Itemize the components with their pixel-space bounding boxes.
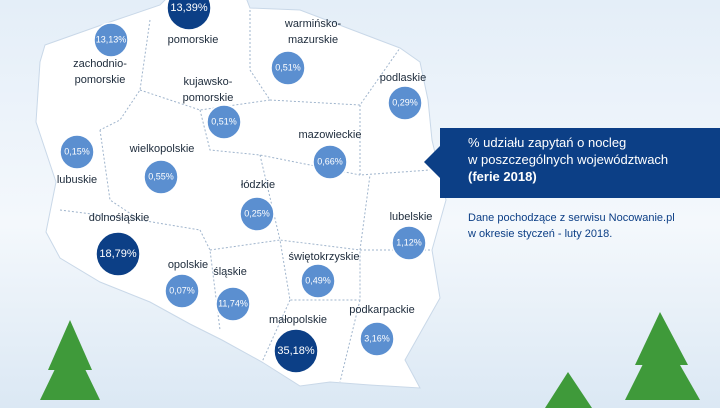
info-line: % udziału zapytań o nocleg [468, 135, 627, 150]
share-label: 18,79% [99, 248, 137, 260]
info-arrow [424, 144, 442, 180]
info-box: % udziału zapytań o nocleg w poszczególn… [440, 128, 720, 198]
share-label: 3,16% [364, 333, 390, 343]
region-name: dolnośląskie [89, 212, 150, 224]
region-name: małopolskie [269, 314, 327, 326]
share-bubble [300, 263, 336, 299]
share-bubble [391, 225, 427, 261]
share-bubble [164, 273, 200, 309]
source-line: w okresie styczeń - luty 2018. [468, 228, 613, 240]
info-bold: (ferie 2018) [468, 169, 537, 184]
region-name: mazurskie [288, 34, 338, 46]
region-name: pomorskie [75, 74, 126, 86]
share-label: 13,13% [96, 34, 127, 44]
region-name: zachodnio- [73, 58, 127, 70]
share-label: 35,18% [277, 345, 315, 357]
region-name: lubelskie [390, 211, 433, 223]
share-bubble [143, 159, 179, 195]
share-bubble [206, 104, 242, 140]
share-label: 11,74% [218, 298, 248, 308]
share-bubble [270, 50, 306, 86]
source: Dane pochodzące z serwisu Nocowanie.pl w… [468, 210, 675, 242]
region-name: mazowieckie [299, 129, 362, 141]
region-name: pomorskie [183, 92, 234, 104]
region-name: podkarpackie [349, 304, 414, 316]
share-bubble [215, 286, 251, 322]
share-label: 0,07% [169, 285, 195, 295]
region-name: lubuskie [57, 174, 97, 186]
share-label: 0,25% [244, 208, 270, 218]
share-bubble [93, 22, 129, 58]
info-line: w poszczególnych województwach [468, 152, 669, 167]
share-bubble [95, 231, 141, 277]
region-name: podlaskie [380, 72, 426, 84]
trees [40, 312, 700, 408]
share-bubble [387, 85, 423, 121]
region-name: opolskie [168, 259, 208, 271]
region-name: śląskie [213, 266, 247, 278]
share-label: 0,15% [64, 146, 90, 156]
share-label: 0,51% [275, 62, 301, 72]
share-label: 0,51% [211, 116, 237, 126]
share-bubble [166, 0, 212, 31]
share-bubble [312, 144, 348, 180]
share-bubble [59, 134, 95, 170]
share-bubble [273, 328, 319, 374]
region-name: świętokrzyskie [289, 251, 360, 263]
country-shape [35, 0, 447, 389]
region-name: pomorskie [168, 34, 219, 46]
share-bubble [239, 196, 275, 232]
share-label: 0,55% [148, 171, 174, 181]
share-label: 13,39% [170, 2, 208, 14]
share-label: 1,12% [396, 237, 422, 247]
share-label: 0,66% [317, 156, 343, 166]
region-name: wielkopolskie [129, 143, 195, 155]
region-name: warmińsko- [284, 18, 342, 30]
region-name: kujawsko- [184, 76, 233, 88]
share-label: 0,49% [305, 275, 331, 285]
region-name: łódzkie [241, 179, 275, 191]
source-line: Dane pochodzące z serwisu Nocowanie.pl [468, 212, 675, 224]
share-label: 0,29% [392, 97, 418, 107]
region-borders [59, 10, 432, 383]
share-bubble [359, 321, 395, 357]
